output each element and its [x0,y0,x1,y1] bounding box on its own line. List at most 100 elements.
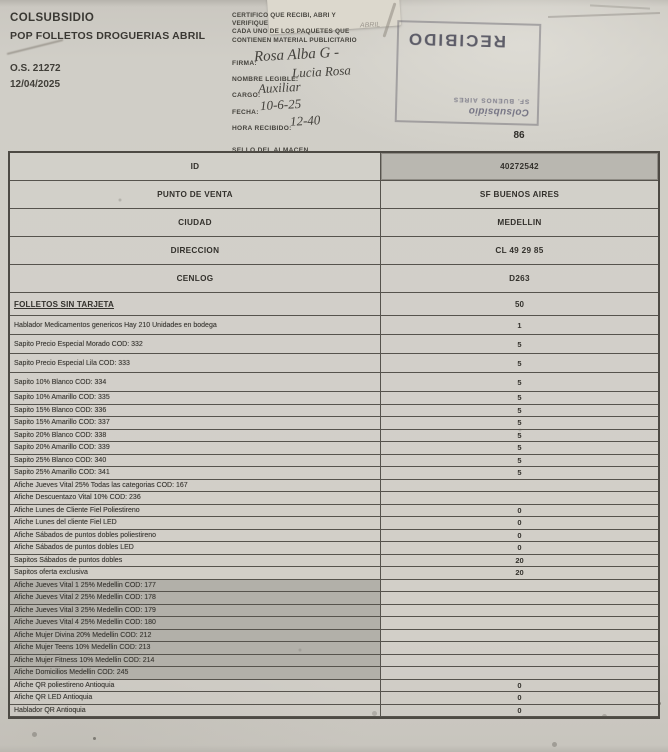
row-value [381,655,658,667]
order-date: 12/04/2025 [10,79,61,90]
handwritten-value: 10-6-25 [259,95,302,113]
row-label: DIRECCION [10,237,381,264]
row-label: Afiche Mujer Teens 10% Medellin COD: 213 [10,642,381,654]
reception-field: FIRMA: Rosa Alba G - [232,45,452,68]
row-label: Sapito 10% Blanco COD: 334 [10,373,381,391]
row-value: 5 [517,455,522,465]
field-label: NOMBRE LEGIBLE: [232,76,299,84]
table-row: Afiche Mujer Divina 20% Medellin COD: 21… [10,629,658,642]
table-row: Afiche Jueves Vital 3 25% Medellin COD: … [10,604,658,617]
table-row: CENLOG D263 [10,265,658,293]
table-row: Sapito 10% Amarillo COD: 335 5 [10,392,658,405]
row-value: 20 [515,555,524,565]
field-label: FECHA: [232,108,259,116]
row-label: Afiche Sábados de puntos dobles LED [10,542,381,554]
table-row: Afiche Descuentazo Vital 10% COD: 236 [10,492,658,505]
table-row: Afiche QR poliestireno Antioquia 0 [10,679,658,692]
row-label: Sapito 10% Amarillo COD: 335 [10,392,381,404]
row-value [381,592,658,604]
table-row: Afiche Lunes del cliente Fiel LED 0 [10,517,658,530]
handwritten-value: 12-40 [289,111,321,129]
table-row: Sapito 20% Blanco COD: 338 5 [10,429,658,442]
row-value: 0 [517,543,522,553]
row-value: 0 [517,680,522,690]
reception-field: FECHA: 10-6-25 [232,95,452,117]
table-row: Afiche Mujer Fitness 10% Medellin COD: 2… [10,654,658,667]
row-label: Sapitos oferta exclusiva [10,567,381,579]
row-value: 1 [517,320,522,330]
table-row: Sapitos Sábados de puntos dobles 20 [10,554,658,567]
table-row: CIUDAD MEDELLIN [10,209,658,237]
table-row: Afiche Domicilios Medellin COD: 245 [10,667,658,680]
table-row: Afiche Lunes de Cliente Fiel Poliestiren… [10,504,658,517]
row-value [381,492,658,504]
certificate-line: CERTIFICO QUE RECIBI, ABRI Y [232,12,336,19]
table-row: Sapito Precio Especial Morado COD: 332 5 [10,335,658,354]
row-label: Afiche Lunes del cliente Fiel LED [10,517,381,529]
handwritten-value: Auxiliar [257,79,301,97]
row-value [381,630,658,642]
certificate-statement: CERTIFICO QUE RECIBI, ABRI Y VERIFIQUE C… [232,12,382,45]
row-label: CENLOG [10,265,381,292]
row-value [381,580,658,592]
table-row: Afiche Jueves Vital 1 25% Medellin COD: … [10,579,658,592]
row-value: MEDELLIN [497,218,542,227]
row-value [381,617,658,629]
section-row: FOLLETOS SIN TARJETA 50 [10,293,658,316]
field-label: CARGO: [232,92,261,100]
table-row: Hablador QR Antioquia 0 [10,704,658,717]
campaign-title: POP FOLLETOS DROGUERIAS ABRIL [10,30,206,42]
table-row: Sapito 25% Amarillo COD: 341 5 [10,467,658,480]
row-value: 0 [517,705,522,715]
row-label: CIUDAD [10,209,381,236]
faint-scribble [589,4,651,10]
scan-specks [93,737,96,740]
table-row: Sapito 15% Amarillo COD: 337 5 [10,417,658,430]
reception-field: CARGO: Auxiliar [232,79,452,100]
reception-field: SELLO DEL ALMACEN [232,139,452,155]
table-row: Afiche Jueves Vital 2 25% Medellin COD: … [10,592,658,605]
faint-handwritten-note: ABRIL [359,21,381,30]
field-label: SELLO DEL ALMACEN [232,146,309,154]
reception-fields: FIRMA: Rosa Alba G - NOMBRE LEGIBLE: Lucia … [232,45,452,155]
section-value: 50 [515,299,524,309]
table-row: Sapito 10% Blanco COD: 334 5 [10,373,658,392]
quantity-column-header: 86 [513,130,525,141]
table-row: Afiche Sábados de puntos dobles poliesti… [10,529,658,542]
field-label: FIRMA: [232,60,257,67]
recibido-stamp: Colsubsidio SF. BUENOS AIRES RECIBIDO [394,20,542,126]
row-label: Afiche Jueves Vital 3 25% Medellin COD: … [10,604,381,616]
row-label: Afiche Descuentazo Vital 10% COD: 236 [10,492,381,504]
row-label: Afiche Mujer Fitness 10% Medellin COD: 2… [10,654,381,666]
table-row: Sapitos oferta exclusiva 20 [10,567,658,580]
row-value: 5 [517,393,522,403]
table-row: Sapito Precio Especial Lila COD: 333 5 [10,354,658,373]
row-value: 0 [517,505,522,515]
row-value: D263 [509,274,530,283]
row-value: 5 [517,468,522,478]
document-header-left: COLSUBSIDIO POP FOLLETOS DROGUERIAS ABRI… [10,12,205,90]
row-label: Sapito 25% Blanco COD: 340 [10,454,381,466]
row-label: Sapito Precio Especial Morado COD: 332 [10,335,381,353]
row-label: Afiche QR poliestireno Antioquia [10,679,381,691]
row-label: Afiche Lunes de Cliente Fiel Poliestiren… [10,504,381,516]
row-label: Afiche Domicilios Medellin COD: 245 [10,667,381,679]
row-value: 0 [517,518,522,528]
row-label: Afiche Jueves Vital 25% Todas las catego… [10,479,381,491]
row-label: Sapito 25% Amarillo COD: 341 [10,467,381,479]
certificate-line: VERIFIQUE [232,20,269,28]
table-row: Afiche Jueves Vital 4 25% Medellin COD: … [10,617,658,630]
row-value: 5 [517,430,522,440]
row-value: 0 [517,693,522,703]
stamp-brand-logo: Colsubsidio [468,105,530,118]
table-row: ID 40272542 [10,153,658,181]
row-label: Sapito Precio Especial Lila COD: 333 [10,354,381,372]
row-value: 5 [517,418,522,428]
row-value [381,605,658,617]
row-label: Sapito 15% Amarillo COD: 337 [10,417,381,429]
row-label: Afiche Jueves Vital 2 25% Medellin COD: … [10,592,381,604]
row-label: Afiche QR LED Antioquia [10,692,381,704]
row-value: CL 49 29 85 [495,246,544,255]
row-label: Afiche Jueves Vital 1 25% Medellin COD: … [10,579,381,591]
row-label: Sapito 20% Amarillo COD: 339 [10,442,381,454]
